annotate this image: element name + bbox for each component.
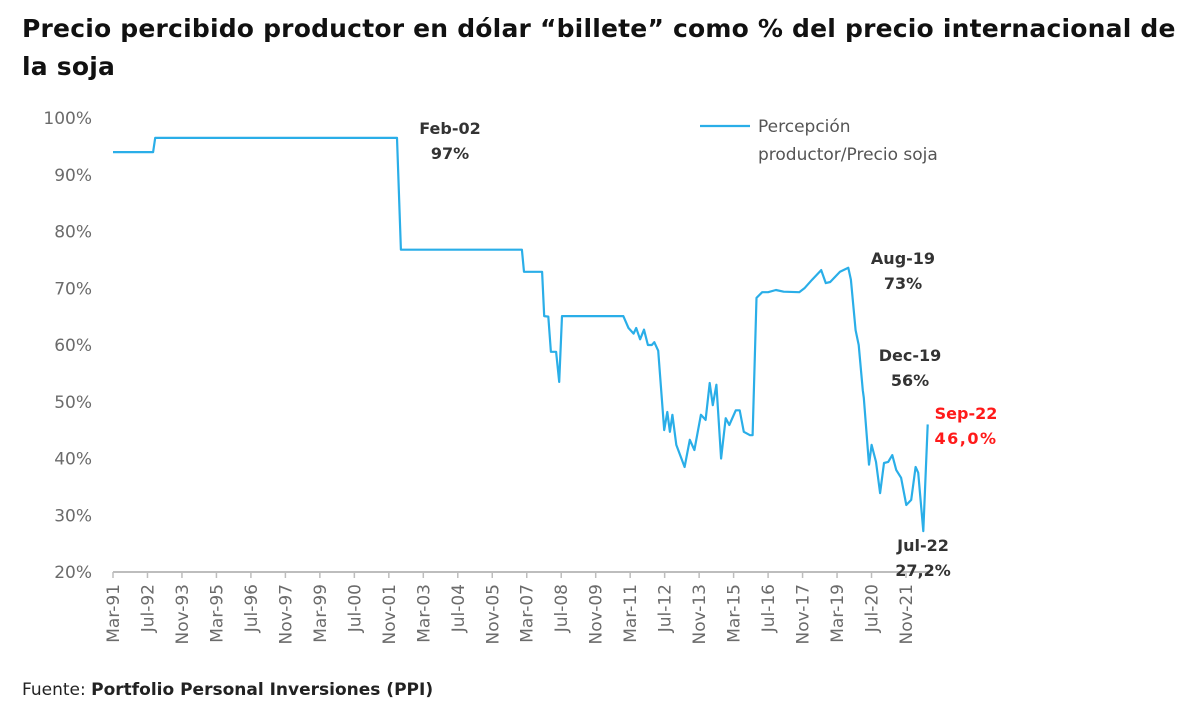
chart-title: Precio percibido productor en dólar “bil… [22, 14, 1176, 81]
annotation-date: Feb-02 [419, 119, 481, 138]
x-tick-label: Nov-21 [897, 584, 917, 645]
x-tick-label: Jul-04 [449, 584, 469, 633]
y-tick-label: 70% [54, 279, 92, 299]
legend-label: Percepción [758, 117, 851, 137]
x-tick-label: Jul-00 [345, 584, 365, 633]
source-note: Fuente: Portfolio Personal Inversiones (… [22, 680, 433, 700]
annotation-value: 27,2% [895, 561, 951, 580]
annotation-date: Aug-19 [871, 249, 935, 268]
source-label: Fuente: [22, 680, 86, 700]
y-tick-label: 20% [54, 563, 92, 583]
annotation-value: 56% [891, 371, 929, 390]
y-tick-label: 50% [54, 393, 92, 413]
y-tick-label: 30% [54, 506, 92, 526]
x-tick-label: Jul-16 [759, 584, 779, 633]
y-tick-label: 100% [43, 109, 92, 129]
x-tick-label: Mar-95 [207, 584, 227, 643]
annotation-date: Dec-19 [879, 346, 942, 365]
x-tick-label: Nov-13 [690, 584, 710, 645]
x-tick-label: Mar-99 [311, 584, 331, 643]
x-tick-label: Mar-19 [828, 584, 848, 643]
x-tick-label: Mar-91 [104, 584, 124, 643]
x-tick-label: Jul-96 [242, 584, 262, 633]
y-tick-label: 60% [54, 336, 92, 356]
x-tick-label: Jul-12 [656, 584, 676, 633]
annotation-date: Sep-22 [935, 404, 998, 423]
source-value: Portfolio Personal Inversiones (PPI) [91, 680, 434, 700]
x-tick-label: Jul-20 [863, 584, 883, 633]
annotation-date: Jul-22 [896, 536, 949, 555]
legend-label: productor/Precio soja [758, 145, 938, 165]
x-tick-label: Mar-15 [725, 584, 745, 643]
y-tick-label: 90% [54, 166, 92, 186]
annotation-value: 46,0% [934, 429, 997, 448]
x-tick-label: Nov-17 [794, 584, 814, 645]
y-tick-label: 40% [54, 450, 92, 470]
x-tick-label: Nov-05 [483, 584, 503, 645]
x-tick-label: Nov-01 [380, 584, 400, 645]
x-tick-label: Nov-93 [173, 584, 193, 645]
annotation-value: 97% [431, 144, 469, 163]
x-tick-label: Mar-11 [621, 584, 641, 643]
x-tick-label: Jul-08 [552, 584, 572, 633]
annotation-value: 73% [884, 274, 922, 293]
y-tick-label: 80% [54, 223, 92, 243]
x-tick-label: Nov-97 [276, 584, 296, 645]
x-tick-label: Mar-07 [518, 584, 538, 643]
x-tick-label: Nov-09 [587, 584, 607, 645]
x-tick-label: Jul-92 [138, 584, 158, 633]
x-tick-label: Mar-03 [414, 584, 434, 643]
series-line [113, 136, 929, 533]
